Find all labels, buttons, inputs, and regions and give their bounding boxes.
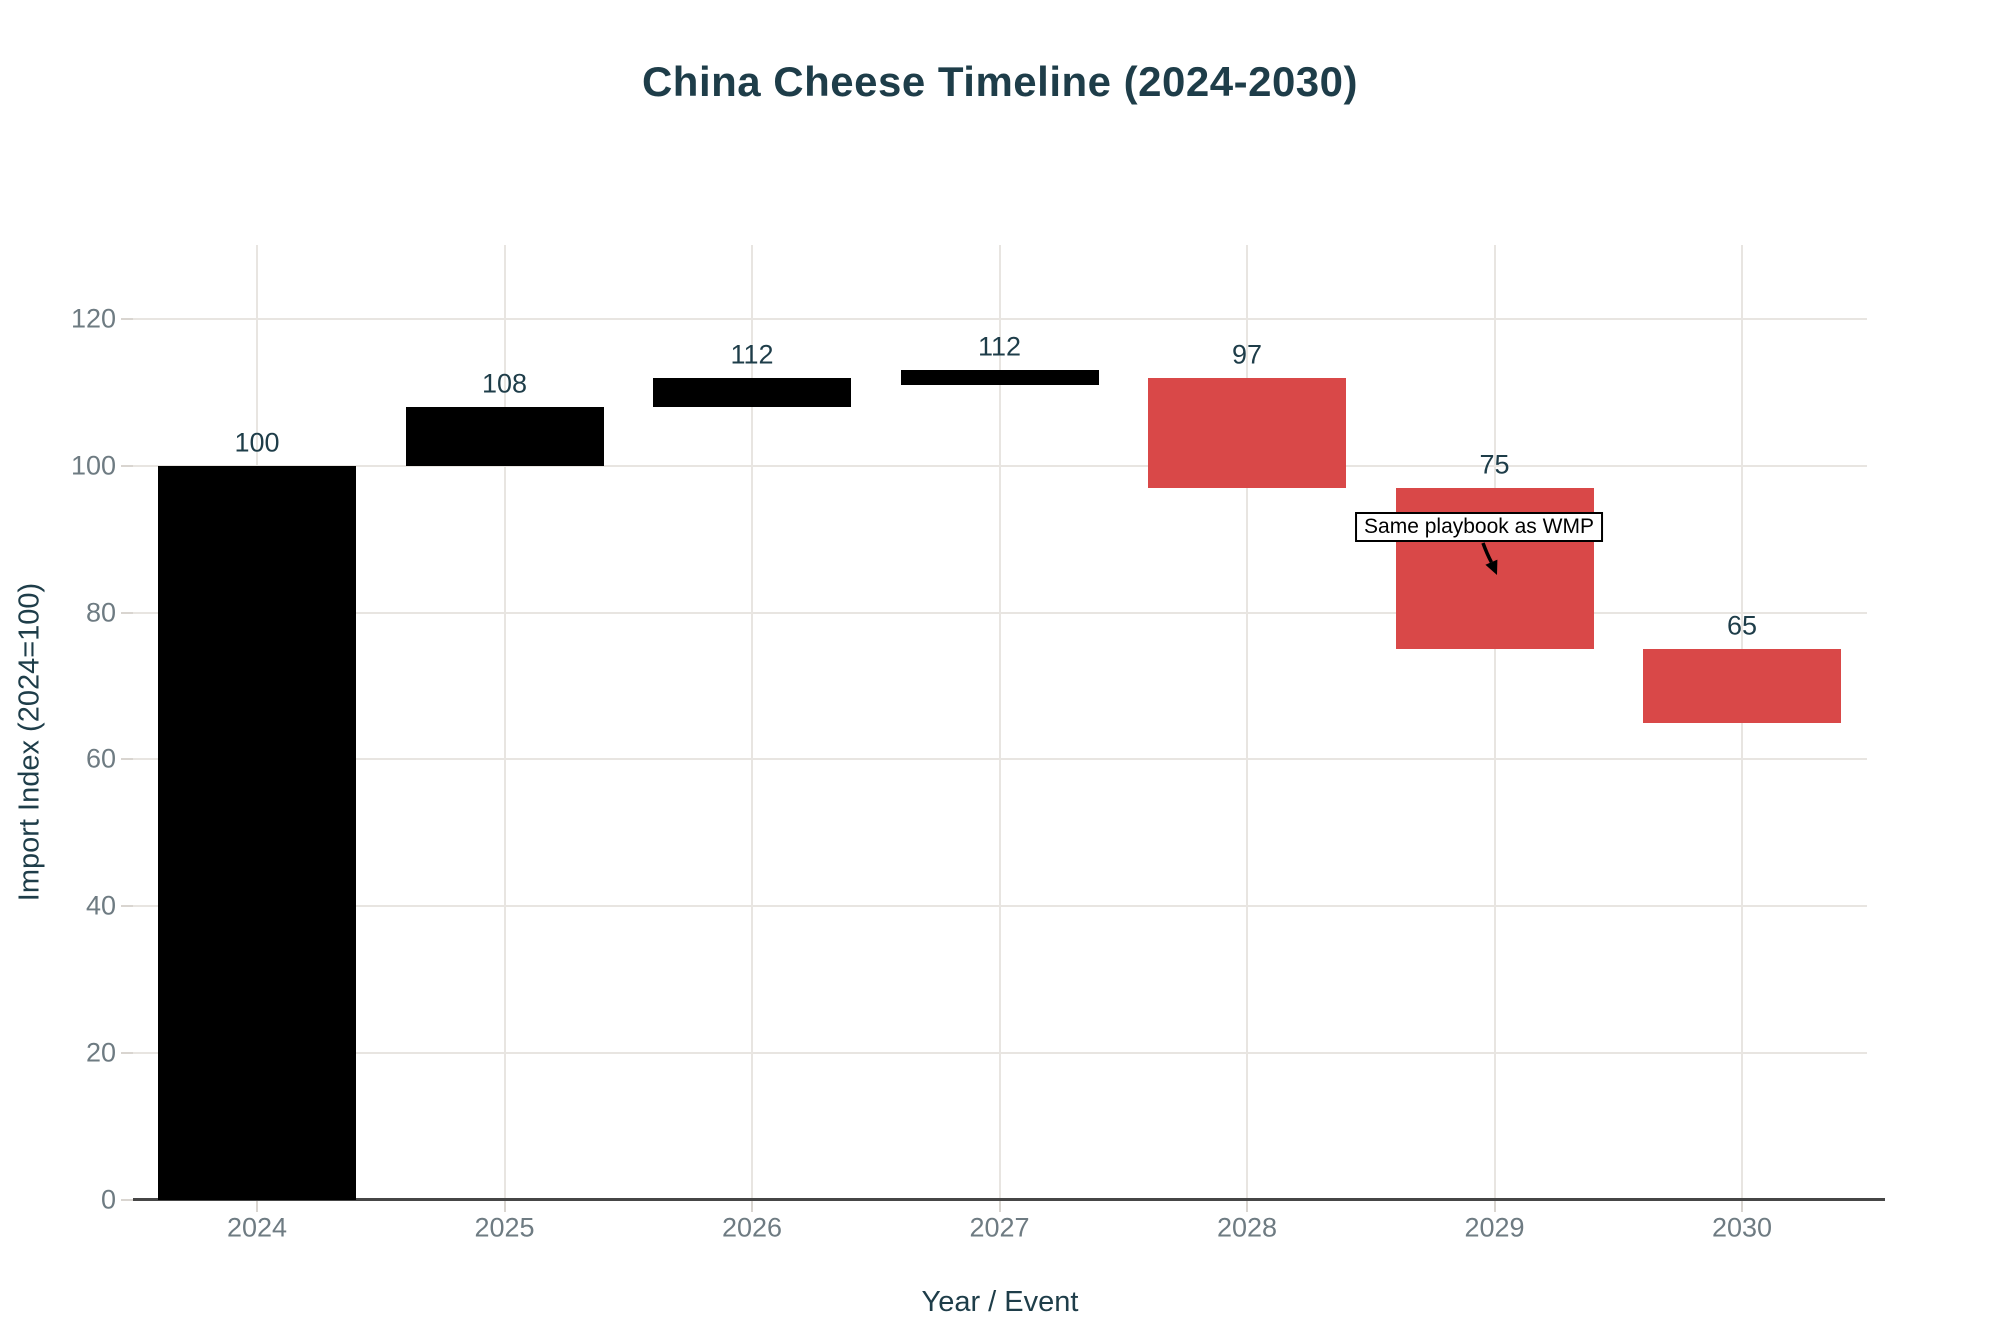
x-tick-mark (751, 1200, 753, 1212)
y-tick-label: 80 (85, 597, 116, 628)
y-tick-label: 100 (70, 450, 116, 481)
bar-2024 (158, 465, 356, 1200)
y-tick-mark (121, 758, 133, 761)
y-tick-mark (121, 611, 133, 614)
x-tick-mark (1246, 1200, 1248, 1212)
x-tick-mark (256, 1200, 258, 1212)
y-tick-label: 40 (85, 890, 116, 921)
bar-value-label: 112 (977, 331, 1022, 362)
y-tick-mark (121, 905, 133, 908)
x-axis-title: Year / Event (921, 1286, 1079, 1318)
bar-2025 (405, 407, 604, 466)
x-tick-label: 2024 (226, 1212, 288, 1243)
x-tick-label: 2025 (474, 1212, 535, 1243)
x-axis-line (133, 1198, 1885, 1201)
bar-value-label: 100 (234, 427, 280, 458)
bar-2027 (900, 370, 1099, 386)
x-tick-mark (1741, 1200, 1743, 1212)
y-tick-mark (121, 1199, 133, 1201)
x-tick-label: 2026 (721, 1212, 783, 1243)
y-tick-label: 120 (70, 303, 116, 334)
bar-value-label: 108 (481, 368, 528, 399)
gridline-vertical (503, 245, 506, 1200)
x-tick-label: 2028 (1216, 1212, 1278, 1243)
bar-2026 (653, 377, 851, 408)
y-tick-mark (121, 317, 133, 320)
gridline-vertical (1493, 245, 1496, 1200)
y-tick-mark (121, 1052, 133, 1055)
y-tick-label: 0 (100, 1184, 116, 1215)
x-tick-mark (503, 1200, 506, 1212)
gridline-vertical (1246, 245, 1248, 1200)
gridline-vertical (751, 245, 753, 1200)
y-tick-label: 20 (85, 1037, 116, 1068)
annotation-callout: Same playbook as WMP (1355, 512, 1603, 542)
bar-2028 (1148, 377, 1346, 488)
x-tick-mark (998, 1200, 1001, 1212)
chart-title: China Cheese Timeline (2024-2030) (641, 58, 1359, 105)
bar-2030 (1643, 649, 1841, 723)
bar-value-label: 112 (730, 339, 774, 370)
x-tick-mark (1493, 1200, 1496, 1212)
y-axis-title: Import Index (2024=100) (13, 582, 46, 902)
x-tick-label: 2029 (1464, 1212, 1525, 1243)
bar-value-label: 75 (1479, 449, 1510, 480)
y-tick-label: 60 (85, 743, 116, 774)
x-tick-label: 2027 (969, 1212, 1030, 1243)
x-tick-label: 2030 (1711, 1212, 1773, 1243)
y-tick-mark (121, 464, 133, 467)
bar-value-label: 65 (1726, 610, 1758, 641)
gridline-vertical (998, 245, 1001, 1200)
bar-value-label: 97 (1231, 339, 1263, 370)
